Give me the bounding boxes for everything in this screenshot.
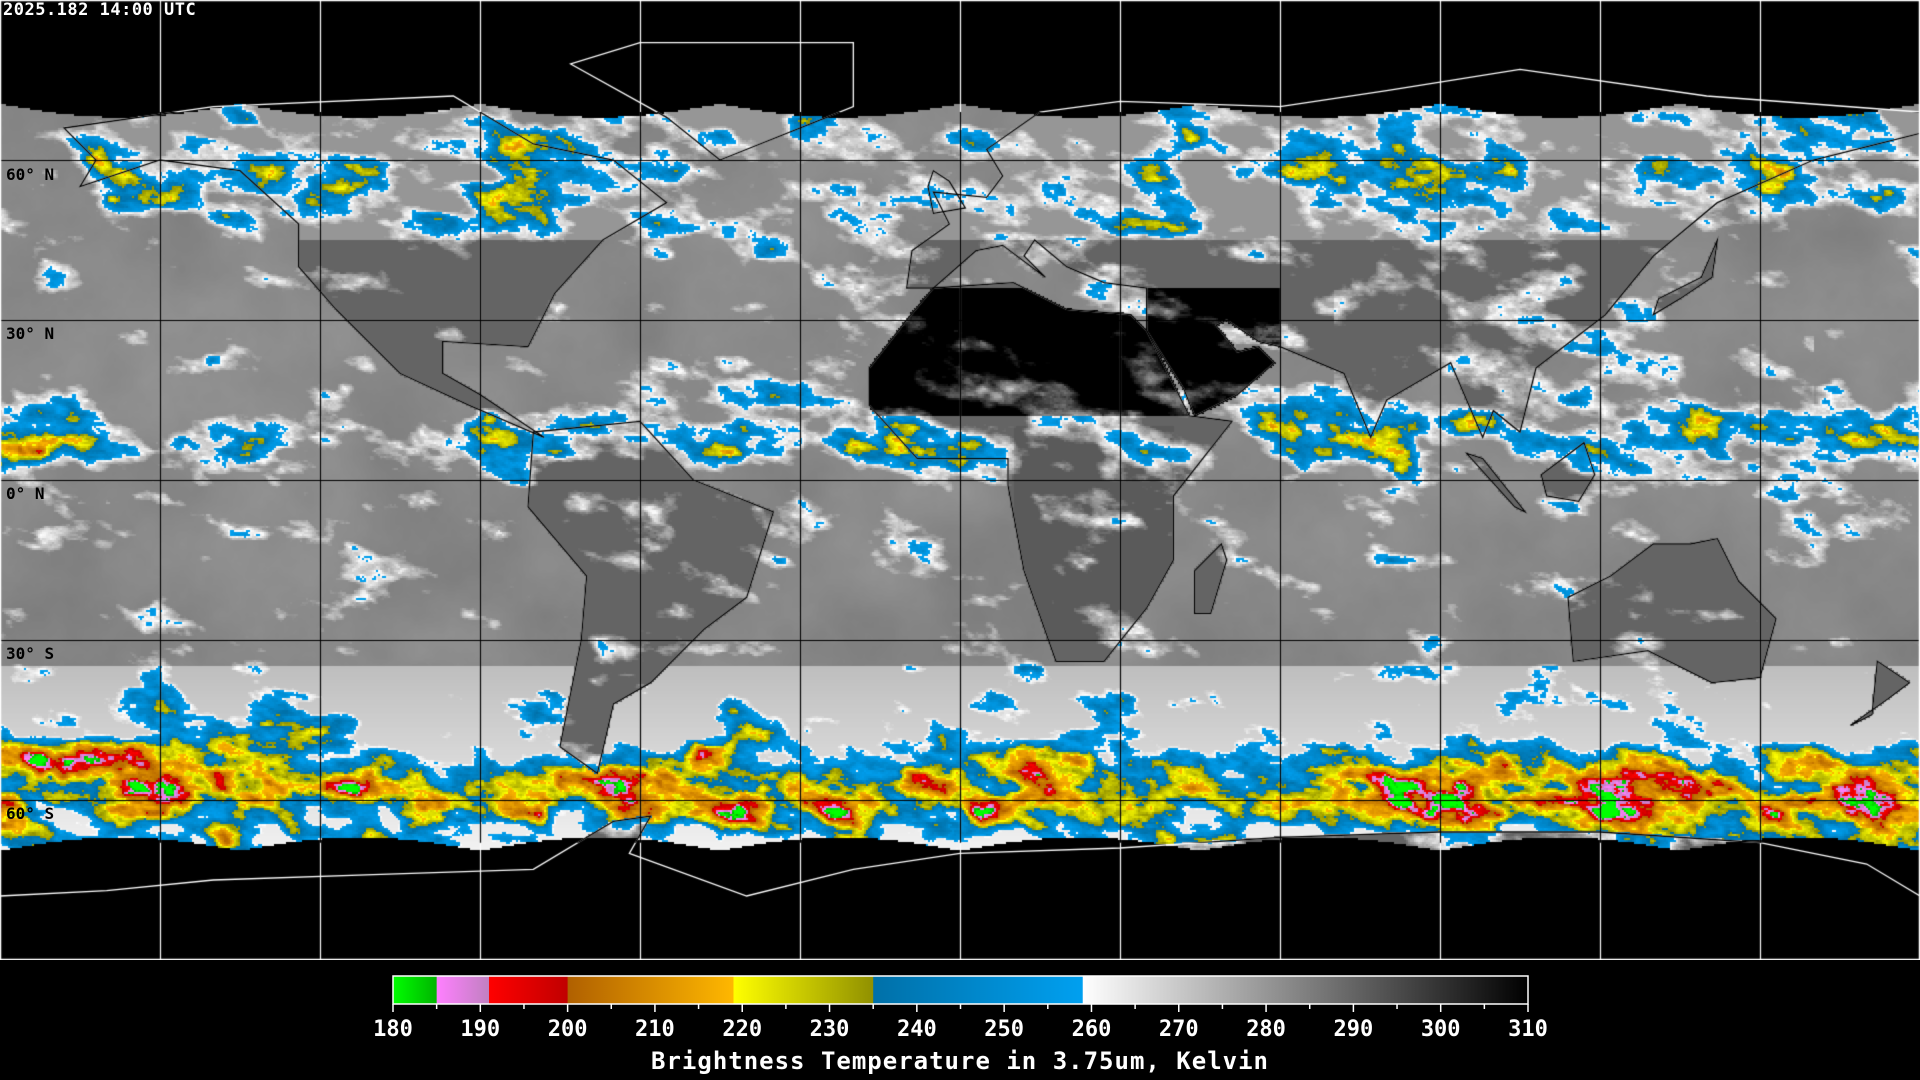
- colorbar-tick-label: 260: [1072, 1017, 1112, 1042]
- colorbar-tick-label: 180: [373, 1017, 413, 1042]
- colorbar-tick-label: 240: [897, 1017, 937, 1042]
- colorbar-segment: [733, 976, 874, 1004]
- colorbar-segment: [436, 976, 490, 1004]
- colorbar-title: Brightness Temperature in 3.75um, Kelvin: [651, 1047, 1269, 1075]
- colorbar-tick-label: 230: [810, 1017, 850, 1042]
- colorbar-tick-label: 190: [460, 1017, 500, 1042]
- lat-label-60n: 60° N: [6, 165, 55, 184]
- colorbar-segment: [1082, 976, 1529, 1004]
- colorbar-segments: [393, 976, 1529, 1004]
- timestamp: 2025.182 14:00 UTC: [3, 0, 197, 20]
- colorbar-segment: [489, 976, 569, 1004]
- colorbar-tick-label: 220: [722, 1017, 762, 1042]
- lat-label-30n: 30° N: [6, 324, 55, 343]
- lat-label-0: 0° N: [6, 484, 45, 503]
- colorbar-tick-label: 210: [635, 1017, 675, 1042]
- satellite-brightness-temperature-map: [0, 0, 1920, 960]
- colorbar-tick-label: 200: [548, 1017, 588, 1042]
- colorbar-tick-label: 300: [1421, 1017, 1461, 1042]
- colorbar-segment: [393, 976, 438, 1004]
- colorbar-tick-label: 290: [1334, 1017, 1374, 1042]
- lat-label-30s: 30° S: [6, 644, 55, 663]
- lat-label-60s: 60° S: [6, 804, 55, 823]
- colorbar-tick-label: 270: [1159, 1017, 1199, 1042]
- colorbar-tick-label: 280: [1246, 1017, 1286, 1042]
- colorbar-tick-label: 310: [1508, 1017, 1548, 1042]
- colorbar-segment: [873, 976, 1084, 1004]
- colorbar-segment: [567, 976, 734, 1004]
- colorbar-ticks: 180 190 200 210 220 230 240 250 260 270 280 290 300 3…: [373, 1004, 1548, 1042]
- colorbar: 180 190 200 210 220 230 240 250 260 270 280 290 300 3…: [373, 975, 1548, 1042]
- colorbar-tick-label: 250: [984, 1017, 1024, 1042]
